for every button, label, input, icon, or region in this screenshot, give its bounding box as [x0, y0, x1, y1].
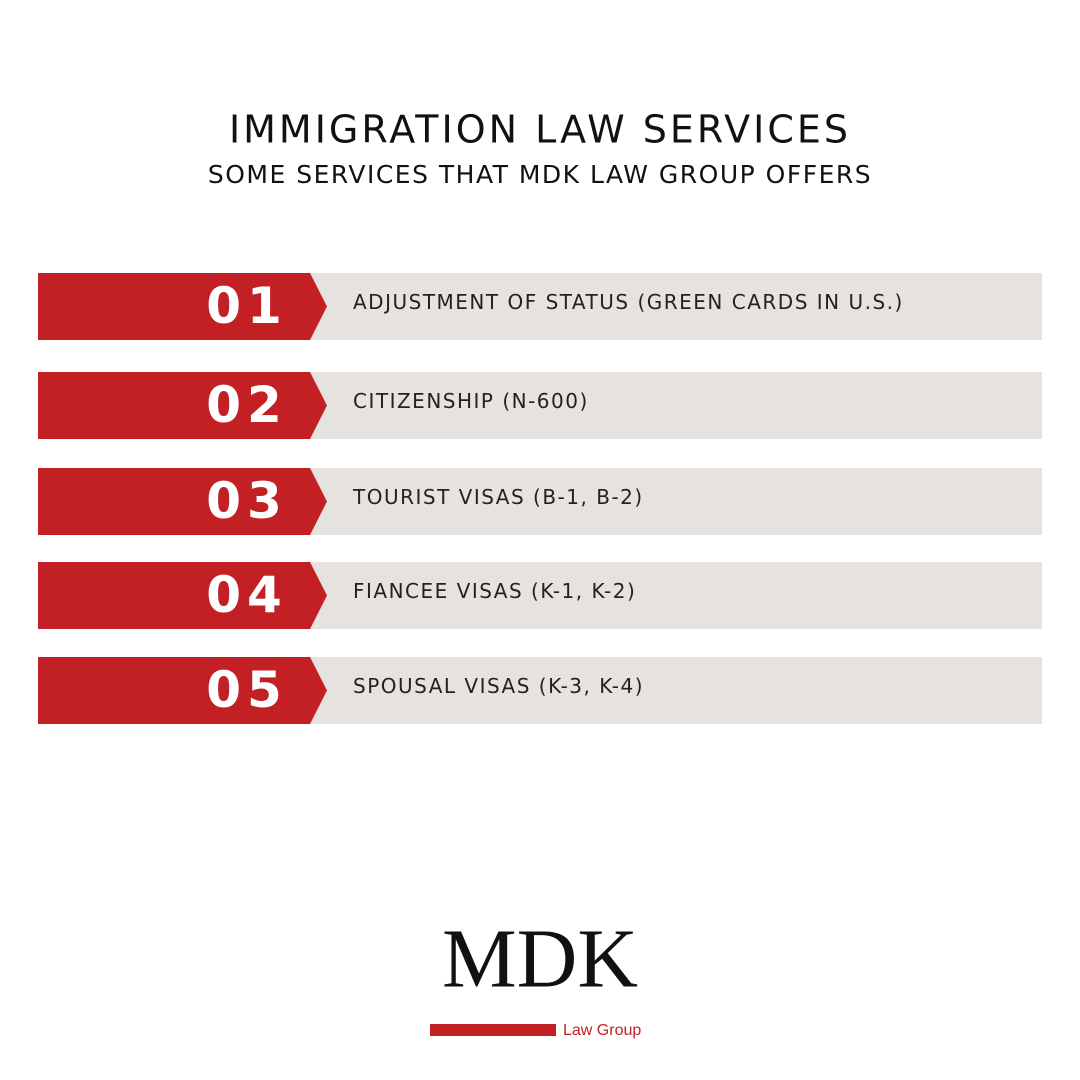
- item-label: FIANCEE VISAS (K-1, K-2): [353, 579, 636, 603]
- item-label: SPOUSAL VISAS (K-3, K-4): [353, 674, 644, 698]
- number-tab: [38, 657, 327, 724]
- service-list: 01 ADJUSTMENT OF STATUS (GREEN CARDS IN U…: [38, 273, 1042, 724]
- item-number: 05: [206, 661, 288, 719]
- logo-bar: [430, 1024, 556, 1036]
- title: IMMIGRATION LAW SERVICES: [229, 108, 851, 152]
- number-tab: [38, 273, 327, 340]
- item-label: CITIZENSHIP (N-600): [353, 389, 589, 413]
- number-tab: [38, 372, 327, 439]
- subtitle: SOME SERVICES THAT MDK LAW GROUP OFFERS: [208, 160, 872, 189]
- number-tab: [38, 562, 327, 629]
- item-number: 01: [206, 277, 288, 335]
- logo-name: MDK: [442, 912, 638, 1005]
- item-number: 04: [206, 566, 288, 624]
- item-number: 02: [206, 376, 288, 434]
- item-number: 03: [206, 472, 288, 530]
- item-label: ADJUSTMENT OF STATUS (GREEN CARDS IN U.S…: [353, 290, 904, 314]
- logo-tagline: Law Group: [563, 1022, 641, 1039]
- item-label: TOURIST VISAS (B-1, B-2): [352, 485, 644, 509]
- number-tab: [38, 468, 327, 535]
